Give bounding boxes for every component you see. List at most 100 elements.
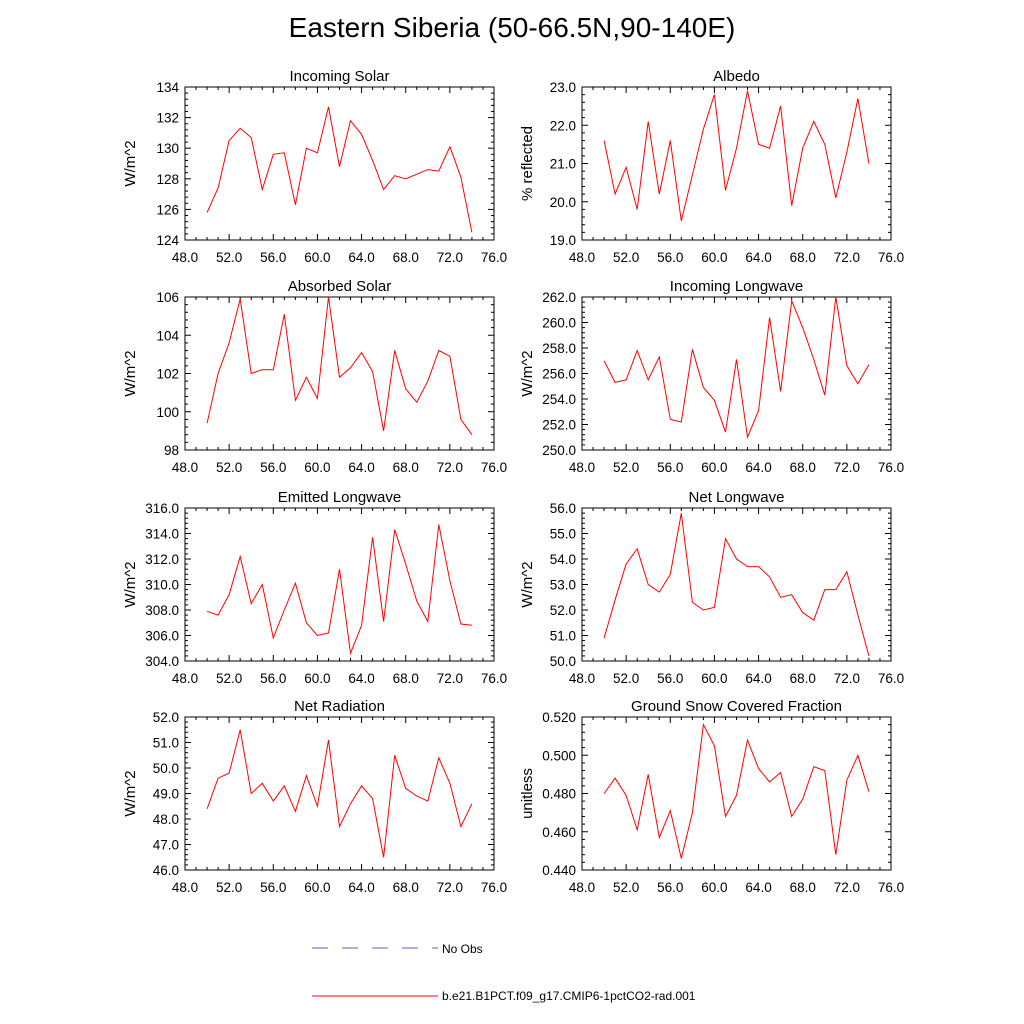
y-tick-label: 51.0: [153, 736, 179, 751]
y-tick-label: 132: [156, 111, 179, 126]
x-tick-label: 64.0: [348, 250, 374, 265]
x-tick-label: 64.0: [745, 671, 771, 686]
y-axis-label: unitless: [519, 768, 536, 819]
series-line: [603, 513, 870, 657]
x-tick-label: 48.0: [172, 250, 198, 265]
y-tick-label: 22.0: [550, 118, 576, 133]
y-tick-label: 0.440: [542, 863, 576, 878]
series-line: [603, 90, 870, 222]
y-tick-label: 254.0: [542, 392, 576, 407]
panel-title: Emitted Longwave: [278, 489, 401, 506]
y-tick-label: 314.0: [145, 527, 179, 542]
series-line: [603, 296, 870, 440]
y-tick-label: 260.0: [542, 316, 576, 331]
panel-5: Emitted Longwave W/m^2 48.0 52.0 56.0 60.0 64.…: [122, 489, 507, 686]
y-tick-label: 252.0: [542, 418, 576, 433]
x-tick-label: 52.0: [216, 671, 242, 686]
series-line: [206, 729, 473, 858]
x-tick-label: 64.0: [745, 880, 771, 895]
series-line: [206, 524, 472, 656]
x-tick-label: 56.0: [260, 250, 286, 265]
x-tick-label: 60.0: [701, 671, 727, 686]
y-tick-label: 100: [156, 405, 179, 420]
y-tick-label: 56.0: [550, 501, 576, 516]
panel-3: Absorbed Solar W/m^2 48.0 52.0 56.0 60.0 64.0 6…: [122, 278, 507, 475]
x-tick-label: 48.0: [172, 460, 198, 475]
y-tick-label: 256.0: [542, 367, 576, 382]
x-tick-label: 68.0: [790, 880, 816, 895]
x-tick-label: 72.0: [834, 250, 860, 265]
x-tick-label: 60.0: [304, 671, 330, 686]
plot-frame: [184, 86, 495, 241]
x-tick-label: 72.0: [437, 671, 463, 686]
x-tick-label: 52.0: [216, 460, 242, 475]
x-tick-label: 64.0: [745, 250, 771, 265]
y-axis-label: W/m^2: [122, 770, 139, 816]
x-tick-label: 64.0: [348, 460, 374, 475]
y-tick-label: 49.0: [153, 787, 179, 802]
plot-frame: [581, 507, 892, 662]
y-tick-label: 308.0: [145, 603, 179, 618]
x-tick-label: 64.0: [348, 671, 374, 686]
legend: No Obs b.e21.B1PCT.f09_g17.CMIP6-1pctCO2…: [312, 942, 696, 1003]
y-tick-label: 134: [156, 80, 179, 95]
y-axis-label: W/m^2: [122, 561, 139, 607]
x-tick-label: 56.0: [260, 460, 286, 475]
x-tick-label: 72.0: [437, 460, 463, 475]
x-tick-label: 60.0: [304, 460, 330, 475]
series-line: [206, 106, 473, 233]
y-tick-label: 106: [156, 290, 179, 305]
y-tick-label: 310.0: [145, 578, 179, 593]
y-tick-label: 258.0: [542, 341, 576, 356]
x-tick-label: 60.0: [701, 880, 727, 895]
x-tick-label: 72.0: [834, 460, 860, 475]
plot-frame: [184, 296, 495, 451]
x-tick-label: 56.0: [657, 250, 683, 265]
x-tick-label: 76.0: [481, 671, 507, 686]
series-line: [603, 722, 870, 859]
x-tick-label: 76.0: [878, 250, 904, 265]
x-tick-label: 76.0: [878, 671, 904, 686]
y-tick-label: 23.0: [550, 80, 576, 95]
y-tick-label: 128: [156, 172, 179, 187]
panel-title: Incoming Longwave: [670, 278, 803, 295]
plot-frame: [581, 86, 892, 241]
x-tick-label: 76.0: [481, 250, 507, 265]
legend-obs-label: No Obs: [442, 942, 483, 956]
panel-title: Albedo: [713, 68, 760, 85]
y-tick-label: 124: [156, 233, 179, 248]
panel-2: Albedo % reflected 48.0 52.0 56.0 60.0 64.0 68.…: [519, 68, 904, 265]
y-tick-label: 54.0: [550, 552, 576, 567]
y-tick-label: 47.0: [153, 838, 179, 853]
x-tick-label: 76.0: [878, 880, 904, 895]
x-tick-label: 52.0: [613, 671, 639, 686]
x-tick-label: 64.0: [348, 880, 374, 895]
x-tick-label: 72.0: [834, 880, 860, 895]
panel-8: Ground Snow Covered Fraction unitless 48.0…: [519, 698, 904, 895]
panel-title: Absorbed Solar: [288, 278, 391, 295]
page-title: Eastern Siberia (50-66.5N,90-140E): [288, 12, 736, 43]
x-tick-label: 52.0: [613, 250, 639, 265]
x-tick-label: 48.0: [569, 460, 595, 475]
panel-4: Incoming Longwave W/m^2 48.0 52.0 56.0 60.0 64…: [519, 278, 904, 475]
x-tick-label: 68.0: [790, 460, 816, 475]
x-tick-label: 72.0: [437, 880, 463, 895]
panel-title: Net Radiation: [294, 698, 385, 715]
y-tick-label: 0.500: [542, 748, 576, 763]
legend-model-label: b.e21.B1PCT.f09_g17.CMIP6-1pctCO2-rad.00…: [442, 989, 696, 1003]
y-tick-label: 46.0: [153, 863, 179, 878]
y-tick-label: 262.0: [542, 290, 576, 305]
y-tick-label: 52.0: [550, 603, 576, 618]
x-tick-label: 64.0: [745, 460, 771, 475]
x-tick-label: 68.0: [393, 671, 419, 686]
y-axis-label: % reflected: [519, 126, 536, 201]
x-tick-label: 72.0: [437, 250, 463, 265]
x-tick-label: 76.0: [481, 880, 507, 895]
x-tick-label: 56.0: [260, 880, 286, 895]
y-tick-label: 102: [156, 367, 179, 382]
plot-frame: [184, 716, 495, 871]
x-tick-label: 76.0: [878, 460, 904, 475]
x-tick-label: 48.0: [172, 880, 198, 895]
y-axis-label: W/m^2: [519, 350, 536, 396]
